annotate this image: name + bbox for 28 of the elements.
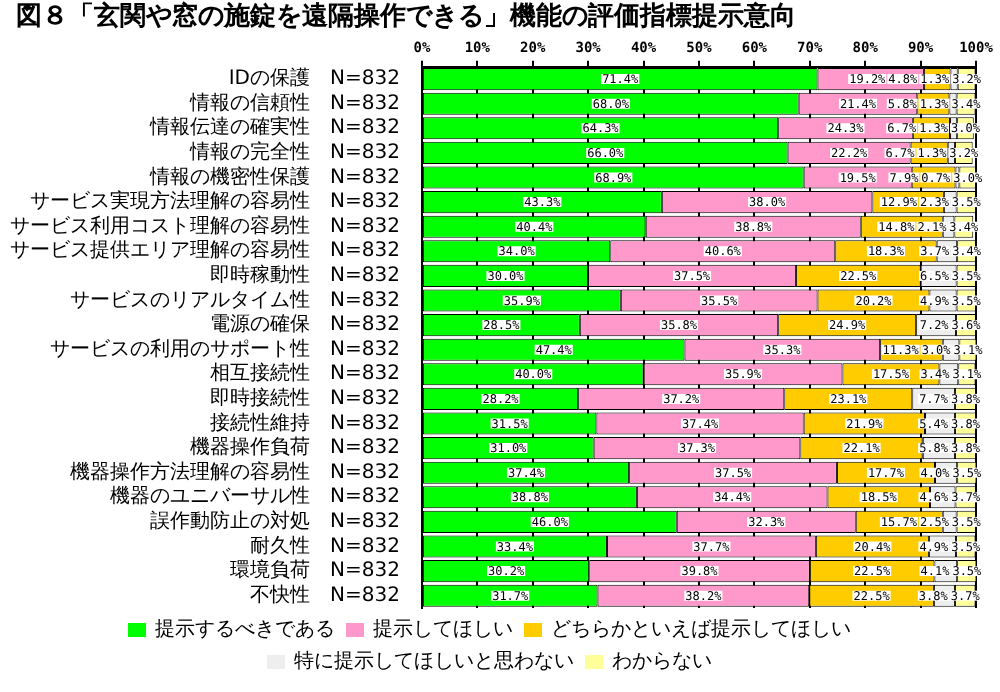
y-tick-label: 不快性 N=832 — [249, 582, 400, 607]
y-tick-label: 耐久性 N=832 — [249, 533, 400, 558]
y-tick-label: 相互接続性 N=832 — [209, 361, 400, 386]
y-tick-label: サービス実現方法理解の容易性 N=832 — [29, 189, 400, 214]
y-tick-label: IDの保護 N=832 — [228, 66, 400, 91]
legend-label: 提示してほしい — [373, 617, 513, 642]
y-tick-label: 機器操作負荷 N=832 — [189, 435, 400, 460]
y-tick-label: 情報の信頼性 N=832 — [187, 90, 400, 115]
y-tick-label: サービス利用コスト理解の容易性 N=832 — [9, 213, 400, 238]
y-tick-label: 即時稼動性 N=832 — [209, 263, 400, 288]
y-tick-label: 情報の機密性保護 N=832 — [147, 164, 400, 189]
y-tick-label: 即時接続性 N=832 — [209, 386, 400, 411]
y-tick-label: サービス提供エリア理解の容易性 N=832 — [9, 238, 400, 263]
y-tick-label: 機器操作方法理解の容易性 N=832 — [69, 459, 400, 484]
y-tick-label: 電源の確保 N=832 — [209, 312, 400, 337]
y-tick-label: 環境負荷 N=832 — [229, 558, 400, 583]
y-tick-label: 情報伝達の確実性 N=832 — [147, 115, 400, 140]
legend-label: 特に提示してほしいと思わない — [294, 649, 574, 674]
legend-label: どちらかといえば提示してほしい — [551, 617, 851, 642]
y-tick-label: 接続性維持 N=832 — [209, 410, 400, 435]
legend-label: わからない — [612, 651, 712, 674]
legend-label: 提示するべきである — [155, 617, 335, 642]
y-tick-label: サービスのリアルタイム性 N=832 — [69, 287, 400, 312]
y-tick-label: 情報の完全性 N=832 — [187, 140, 400, 165]
y-tick-label: 誤作動防止の対処 N=832 — [149, 509, 400, 534]
y-tick-label: 機器のユニバーサル性 N=832 — [109, 484, 400, 509]
y-tick-label: サービスの利用のサポート性 N=832 — [49, 336, 400, 361]
chart-title: 図８「玄関や窓の施錠を遠隔操作できる」機能の評価指標提示意向 — [14, 0, 798, 36]
